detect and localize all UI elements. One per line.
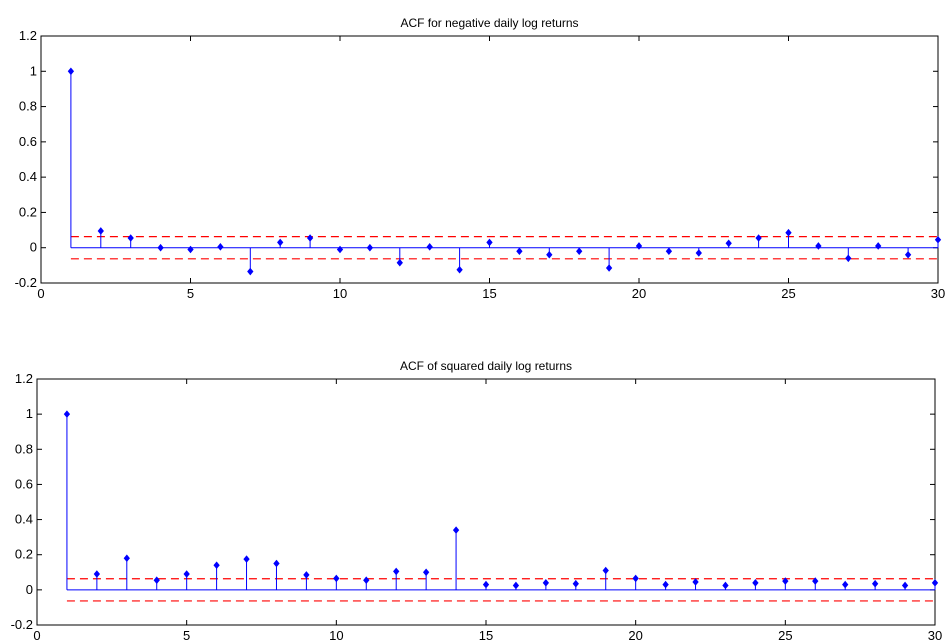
y-tick-label: 0.2 — [15, 547, 33, 562]
x-tick-label: 20 — [632, 286, 646, 301]
acf-point — [213, 561, 220, 570]
acf-point — [67, 67, 75, 76]
acf-point — [303, 571, 310, 579]
x-tick-label: 0 — [37, 286, 44, 301]
x-tick-label: 15 — [479, 628, 493, 641]
x-tick-label: 5 — [183, 628, 190, 641]
y-tick-label: 0.4 — [19, 169, 37, 184]
acf-point — [725, 239, 732, 248]
acf-point — [812, 577, 819, 585]
acf-point — [722, 581, 729, 590]
acf-point — [752, 579, 759, 587]
acf-point — [273, 559, 280, 568]
x-tick-label: 10 — [329, 628, 343, 641]
acf-negative-returns-panel: ACF for negative daily log returns 0 5 10 1… — [15, 16, 946, 301]
acf-point — [63, 410, 71, 418]
acf-point — [572, 579, 579, 588]
acf-point — [486, 238, 493, 247]
acf-point — [845, 254, 852, 263]
acf-point — [782, 577, 789, 585]
acf-point — [93, 570, 101, 578]
acf-point — [512, 581, 520, 590]
x-tick-label: 15 — [482, 286, 496, 301]
acf-point — [127, 234, 134, 242]
y-tick-label: 0.8 — [15, 441, 33, 456]
acf-point — [153, 576, 160, 584]
acf-point — [452, 526, 460, 534]
y-tick-label: 0.2 — [19, 204, 37, 219]
acf-point — [393, 567, 400, 576]
acf-point — [931, 579, 939, 587]
chart-title: ACF of squared daily log returns — [400, 359, 572, 373]
acf-point — [755, 234, 762, 242]
acf-squared-returns-panel: ACF of squared daily log returns 0 5 10 15 2… — [11, 359, 943, 641]
acf-point — [904, 250, 912, 259]
acf-point — [277, 238, 284, 247]
acf-point — [123, 554, 130, 563]
acf-point — [366, 243, 374, 252]
acf-point — [546, 250, 553, 259]
y-tick-label: 0.6 — [19, 134, 37, 149]
y-tick-label: 0.8 — [19, 99, 37, 114]
x-tick-label: 30 — [928, 628, 942, 641]
acf-point — [602, 566, 609, 575]
y-tick-label: 0 — [30, 240, 37, 255]
acf-point — [632, 574, 639, 583]
acf-point — [187, 245, 194, 254]
y-tick-label: 1 — [30, 63, 37, 78]
acf-point — [97, 227, 104, 235]
y-tick-label: -0.2 — [11, 617, 33, 632]
x-tick-label: 10 — [333, 286, 347, 301]
y-tick-label: 1 — [26, 406, 33, 421]
acf-point — [456, 265, 463, 274]
acf-point — [542, 579, 550, 587]
acf-point — [306, 234, 314, 242]
x-tick-label: 25 — [781, 286, 795, 301]
acf-point — [815, 242, 822, 250]
acf-point — [363, 576, 370, 584]
y-tick-label: 0 — [26, 582, 33, 597]
acf-point — [516, 247, 523, 256]
x-tick-label: 0 — [33, 628, 40, 641]
acf-point — [665, 247, 673, 256]
acf-point — [785, 228, 792, 237]
y-tick-label: -0.2 — [15, 275, 37, 290]
x-tick-label: 25 — [778, 628, 792, 641]
acf-point — [662, 580, 669, 589]
acf-point — [871, 579, 879, 588]
y-tick-label: 0.6 — [15, 476, 33, 491]
acf-point — [217, 243, 224, 251]
chart-title: ACF for negative daily log returns — [400, 16, 578, 30]
acf-point — [336, 245, 344, 254]
acf-point — [396, 258, 403, 267]
acf-point — [901, 581, 909, 590]
acf-point — [422, 568, 430, 577]
acf-point — [934, 235, 942, 244]
y-tick-label: 1.2 — [19, 28, 37, 43]
acf-point — [243, 555, 250, 563]
y-tick-label: 0.4 — [15, 512, 33, 527]
acf-point — [482, 580, 490, 589]
acf-point — [183, 570, 190, 578]
acf-point — [576, 247, 583, 256]
x-tick-label: 5 — [187, 286, 194, 301]
acf-point — [692, 578, 699, 586]
acf-point — [695, 249, 702, 257]
x-tick-label: 30 — [931, 286, 945, 301]
acf-point — [333, 574, 340, 583]
acf-point — [605, 264, 613, 272]
acf-point — [247, 267, 254, 276]
acf-point — [157, 243, 164, 252]
y-tick-label: 1.2 — [15, 371, 33, 386]
acf-point — [635, 242, 643, 250]
x-tick-label: 20 — [628, 628, 642, 641]
acf-point — [426, 243, 433, 251]
acf-point — [875, 242, 882, 250]
acf-point — [842, 580, 849, 589]
